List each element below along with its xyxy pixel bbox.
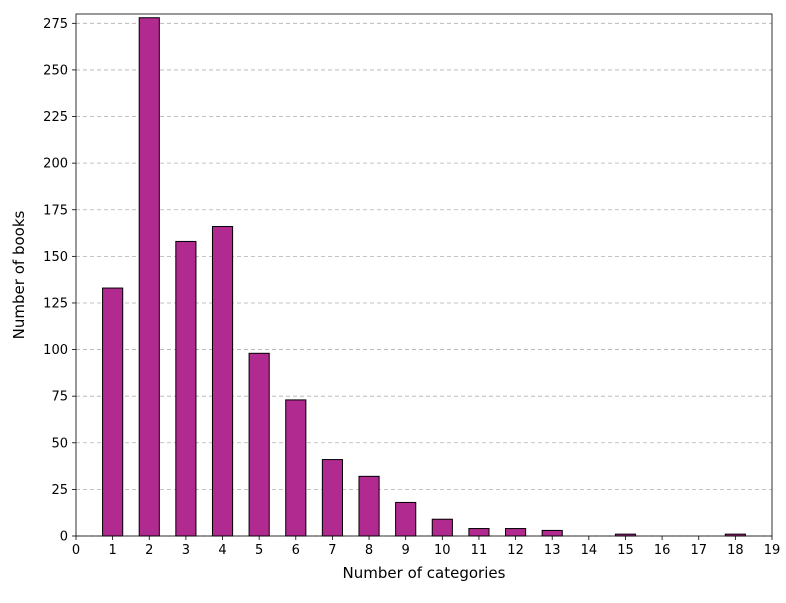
x-tick-label: 17	[690, 543, 707, 558]
bar	[139, 18, 159, 536]
y-tick-label: 75	[51, 390, 68, 405]
bar	[506, 529, 526, 536]
x-tick-label: 8	[365, 543, 373, 558]
bar	[542, 530, 562, 536]
x-tick-label: 12	[507, 543, 524, 558]
x-tick-label: 4	[218, 543, 226, 558]
y-tick-label: 50	[51, 436, 68, 451]
x-tick-label: 15	[617, 543, 634, 558]
y-tick-label: 25	[51, 483, 68, 498]
bar	[359, 476, 379, 536]
x-axis-label: Number of categories	[343, 564, 506, 582]
y-tick-label: 275	[43, 17, 68, 32]
chart-container: 0123456789101112131415161718190255075100…	[0, 0, 786, 603]
y-axis-label: Number of books	[10, 211, 28, 340]
bar	[212, 227, 232, 536]
y-tick-label: 175	[43, 203, 68, 218]
x-tick-label: 7	[328, 543, 336, 558]
x-tick-label: 18	[727, 543, 744, 558]
y-tick-label: 200	[43, 157, 68, 172]
y-tick-label: 0	[60, 530, 68, 545]
x-tick-label: 10	[434, 543, 451, 558]
x-tick-label: 6	[292, 543, 300, 558]
bar	[432, 519, 452, 536]
y-tick-label: 150	[43, 250, 68, 265]
bar	[322, 460, 342, 536]
x-tick-label: 16	[654, 543, 671, 558]
x-tick-label: 19	[764, 543, 781, 558]
x-tick-label: 9	[402, 543, 410, 558]
x-tick-label: 5	[255, 543, 263, 558]
x-tick-label: 0	[72, 543, 80, 558]
x-tick-label: 11	[471, 543, 488, 558]
x-tick-label: 14	[581, 543, 598, 558]
y-tick-label: 250	[43, 63, 68, 78]
bar	[103, 288, 123, 536]
bar-chart: 0123456789101112131415161718190255075100…	[0, 0, 786, 603]
y-tick-label: 225	[43, 110, 68, 125]
bar	[249, 353, 269, 536]
y-tick-label: 100	[43, 343, 68, 358]
bar	[176, 241, 196, 536]
bar	[396, 502, 416, 536]
x-tick-label: 3	[182, 543, 190, 558]
x-tick-label: 1	[108, 543, 116, 558]
x-tick-label: 13	[544, 543, 561, 558]
bar	[286, 400, 306, 536]
y-tick-label: 125	[43, 296, 68, 311]
x-tick-label: 2	[145, 543, 153, 558]
bar	[469, 529, 489, 536]
